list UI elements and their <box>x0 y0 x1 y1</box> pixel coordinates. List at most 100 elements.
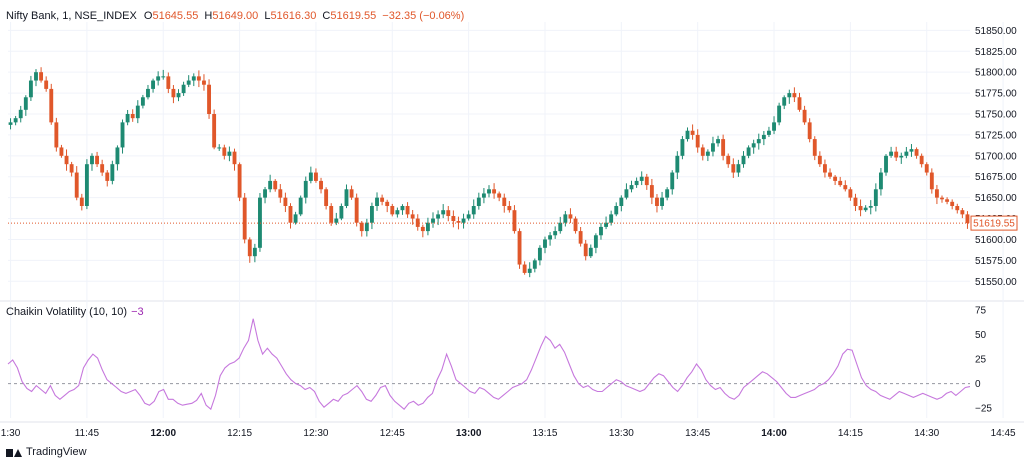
candle-body <box>518 231 522 264</box>
candle-body <box>823 164 827 172</box>
candle-body <box>19 110 23 118</box>
candle-body <box>579 231 583 244</box>
candle-body <box>431 219 435 223</box>
candle-body <box>558 223 562 231</box>
candle-body <box>538 248 542 261</box>
price-legend: Nifty Bank, 1, NSE_INDEX O51645.55 H5164… <box>6 10 467 22</box>
candle-body <box>100 164 104 172</box>
candle-body <box>217 147 221 148</box>
time-tick-label: 12:15 <box>227 428 252 439</box>
candle-body <box>192 76 196 80</box>
candle-body <box>777 106 781 123</box>
candle-body <box>843 185 847 189</box>
candle-body <box>675 156 679 173</box>
brand-logo[interactable]: TradingView <box>6 446 87 458</box>
candle-body <box>131 114 135 118</box>
candle-body <box>507 206 511 210</box>
candle-body <box>314 173 318 181</box>
indicator-tick-label: −25 <box>975 404 992 415</box>
time-tick-label: 12:00 <box>150 428 176 439</box>
candle-body <box>594 235 598 248</box>
indicator-legend: Chaikin Volatility (10, 10) −3 <box>6 306 144 318</box>
candle-body <box>329 206 333 223</box>
candle-body <box>299 198 303 215</box>
candle-body <box>574 219 578 232</box>
price-tick-label: 51650.00 <box>975 193 1017 204</box>
price-tick-label: 51725.00 <box>975 130 1017 141</box>
time-tick-label: 12:30 <box>303 428 328 439</box>
time-tick-label: 13:15 <box>532 428 557 439</box>
candle-body <box>630 185 634 189</box>
price-tick-label: 51750.00 <box>975 110 1017 121</box>
candle-body <box>696 135 700 148</box>
candle-body <box>910 149 914 152</box>
candle-body <box>660 198 664 206</box>
indicator-tick-label: 25 <box>975 355 987 366</box>
time-tick-label: 13:00 <box>456 428 482 439</box>
candle-body <box>182 85 186 93</box>
candle-body <box>635 181 639 185</box>
candle-body <box>406 206 410 214</box>
candle-body <box>457 221 461 223</box>
candle-body <box>589 248 593 256</box>
candle-body <box>670 173 674 190</box>
time-tick-label: 13:45 <box>685 428 710 439</box>
candle-body <box>294 214 298 222</box>
time-tick-label: 11:45 <box>75 428 100 439</box>
time-tick-label: 14:45 <box>991 428 1016 439</box>
candle-body <box>920 156 924 164</box>
candle-body <box>818 156 822 164</box>
candle-body <box>502 198 506 206</box>
candle-body <box>14 118 18 122</box>
candle-body <box>39 72 43 80</box>
indicator-tick-label: 0 <box>975 379 981 390</box>
candle-body <box>945 199 949 202</box>
candle-body <box>110 164 114 181</box>
candle-body <box>864 208 868 211</box>
candle-body <box>874 189 878 206</box>
change-value: −32.35 (−0.06%) <box>382 10 464 22</box>
candle-body <box>966 214 970 223</box>
candle-body <box>889 152 893 156</box>
candle-body <box>136 106 140 119</box>
candle-body <box>640 177 644 181</box>
candle-body <box>940 198 944 200</box>
candle-body <box>716 139 720 143</box>
price-tick-label: 51575.00 <box>975 256 1017 267</box>
candle-body <box>767 131 771 135</box>
candle-body <box>935 189 939 197</box>
candle-body <box>34 72 38 80</box>
candle-body <box>248 239 252 256</box>
candle-body <box>263 189 267 197</box>
candle-body <box>553 231 557 235</box>
candle-body <box>207 85 211 114</box>
candle-body <box>859 206 863 210</box>
candle-body <box>212 114 216 147</box>
candle-body <box>497 193 501 197</box>
tradingview-logo-icon <box>6 447 22 457</box>
candle-body <box>782 97 786 105</box>
candle-body <box>436 214 440 218</box>
price-tick-label: 51825.00 <box>975 47 1017 58</box>
candle-body <box>309 173 313 181</box>
candle-body <box>752 143 756 147</box>
candle-body <box>548 235 552 239</box>
candle-body <box>426 223 430 231</box>
candle-body <box>156 76 160 80</box>
candle-body <box>151 81 155 89</box>
indicator-value: −3 <box>131 306 144 318</box>
candle-body <box>726 156 730 164</box>
symbol-label: Nifty Bank, 1, NSE_INDEX <box>6 10 137 22</box>
candle-body <box>691 131 695 135</box>
close-value: 51619.55 <box>330 10 376 22</box>
time-tick-label: 14:30 <box>914 428 939 439</box>
candle-body <box>75 173 79 198</box>
candle-body <box>772 122 776 130</box>
candle-body <box>334 219 338 223</box>
candle-body <box>462 219 466 223</box>
candle-body <box>879 173 883 190</box>
candle-body <box>166 76 170 89</box>
candle-body <box>584 244 588 257</box>
candle-body <box>121 122 125 147</box>
candle-body <box>950 202 954 206</box>
